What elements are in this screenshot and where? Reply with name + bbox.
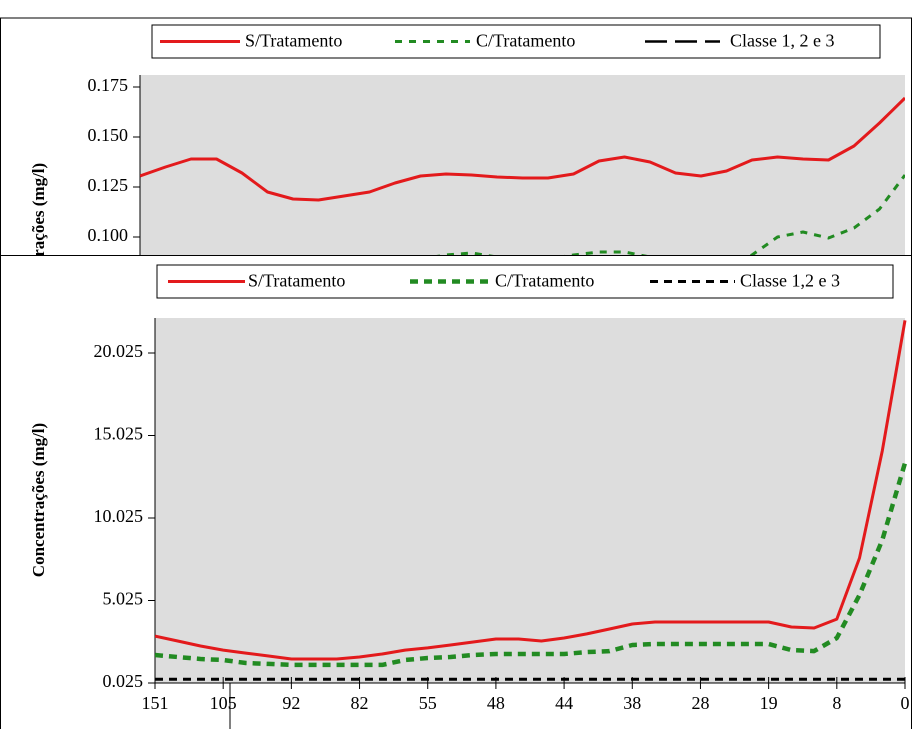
- legend-label: C/Tratamento: [495, 271, 594, 291]
- y-tick-label: 0.100: [88, 225, 129, 245]
- legend: [151, 24, 881, 59]
- x-tick-label: 28: [691, 693, 709, 713]
- legend: [156, 264, 894, 299]
- x-tick-label: 105: [210, 693, 237, 713]
- x-tick-label: 151: [142, 693, 169, 713]
- x-tick-label: 44: [555, 693, 573, 713]
- legend-label: S/Tratamento: [245, 31, 342, 51]
- y-tick-label: 0.025: [103, 671, 144, 691]
- y-axis-label: Concentrações (mg/l): [29, 423, 48, 577]
- y-tick-label: 20.025: [94, 341, 144, 361]
- y-tick-label: 0.125: [88, 175, 129, 195]
- x-tick-label: 38: [623, 693, 641, 713]
- y-tick-label: 15.025: [94, 424, 144, 444]
- y-axis-label: Concentrações (mg/l): [29, 163, 48, 317]
- x-tick-label: 82: [351, 693, 369, 713]
- series-line: [436, 174, 905, 255]
- series-line: [155, 320, 907, 661]
- x-tick-label: 92: [282, 693, 300, 713]
- legend-label: S/Tratamento: [248, 271, 345, 291]
- x-tick-label: 8: [832, 693, 841, 713]
- y-tick-label: 0.150: [88, 125, 129, 145]
- x-tick-label: 0: [901, 693, 910, 713]
- top-chart: 0.100 0.125 0.150 0.175 S/Tratamento C/Tratam…: [0, 17, 912, 317]
- legend-label: Classe 1,2 e 3: [740, 271, 840, 291]
- series-line: [140, 96, 905, 202]
- x-tick-label: 19: [760, 693, 778, 713]
- y-tick-label: 5.025: [103, 589, 144, 609]
- legend-label: C/Tratamento: [476, 31, 575, 51]
- x-tick-label: 55: [419, 693, 437, 713]
- plot-area: [155, 318, 905, 683]
- y-tick-label: 10.025: [94, 506, 144, 526]
- legend-label: Classe 1, 2 e 3: [730, 31, 834, 51]
- bottom-chart: 0.025 5.025 10.025 15.025 20.025 151 105 92 82 55…: [0, 255, 912, 729]
- y-tick-label: 0.175: [88, 75, 129, 95]
- plot-area: [140, 75, 905, 255]
- x-tick-label: 48: [487, 693, 505, 713]
